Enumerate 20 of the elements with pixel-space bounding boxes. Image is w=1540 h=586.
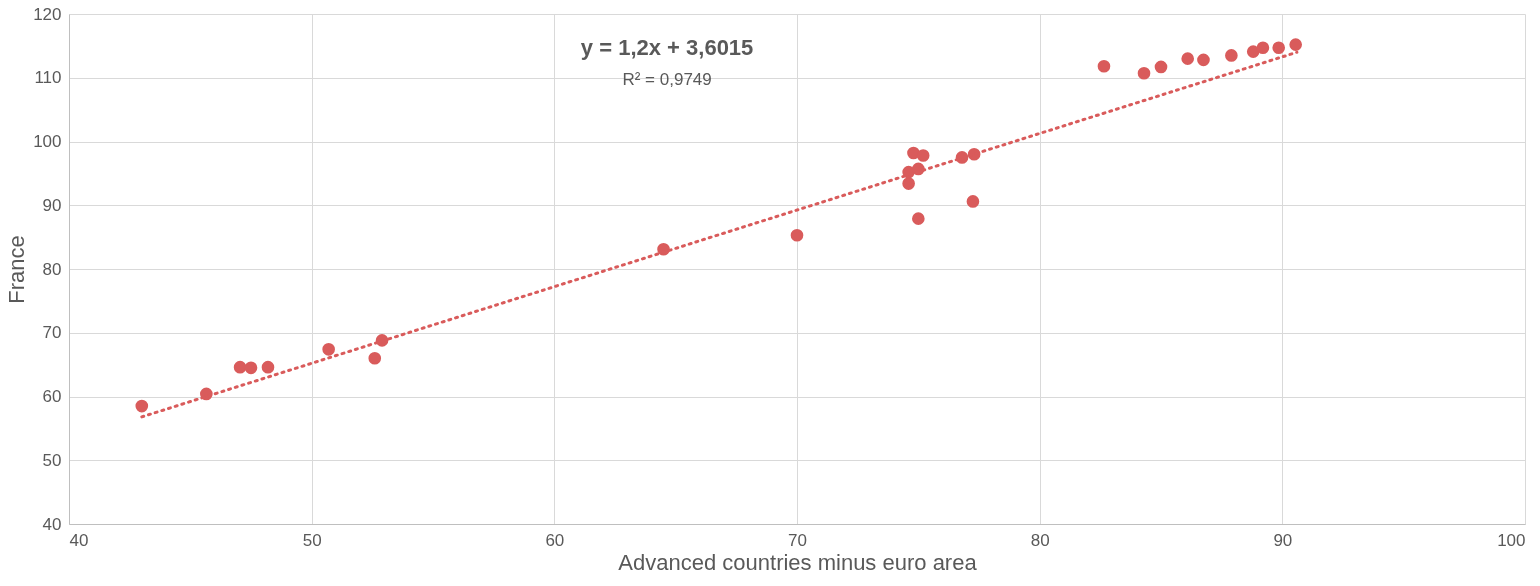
x-tick-label: 70	[788, 530, 807, 550]
x-axis-title: Advanced countries minus euro area	[618, 549, 978, 575]
x-tick-label: 100	[1497, 530, 1526, 550]
annotation: R² = 0,9749	[622, 69, 712, 89]
y-tick-label: 70	[42, 323, 62, 343]
y-tick-label: 60	[42, 387, 62, 406]
y-axis-title: France	[4, 235, 30, 304]
y-tick-label: 40	[42, 514, 62, 534]
y-tick-label: 90	[42, 195, 62, 215]
y-tick-label: 110	[34, 68, 62, 88]
y-tick-label: 50	[42, 450, 62, 470]
x-tick-label: 90	[1273, 530, 1293, 550]
annotation: y = 1,2x + 3,6015	[580, 35, 754, 61]
x-tick-label: 80	[1030, 530, 1050, 550]
x-tick-label: 60	[545, 530, 565, 550]
y-tick-label: 80	[42, 259, 62, 279]
x-tick-label: 50	[302, 530, 322, 550]
y-tick-label: 100	[33, 132, 62, 151]
x-tick-label: 40	[69, 530, 89, 550]
y-tick-label: 120	[33, 4, 62, 24]
